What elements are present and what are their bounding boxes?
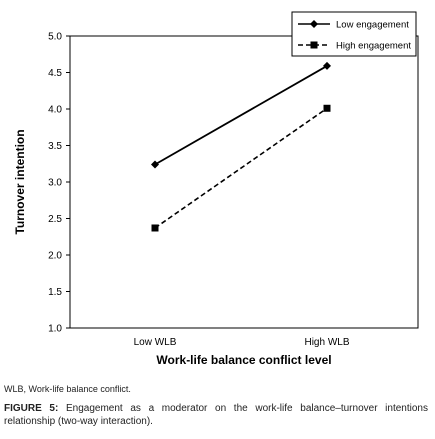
y-tick-label: 4.5: [48, 68, 62, 79]
chart-figure: 1.0 1.5 2.0 2.5 3.0 3.5 4.0 4.5 5.0 Low WLB High W…: [13, 11, 419, 367]
y-tick-label: 3.5: [48, 141, 62, 152]
x-tick-label: Low WLB: [134, 337, 177, 348]
y-tick-label: 1.5: [48, 287, 62, 298]
y-tick-label: 4.0: [48, 105, 62, 116]
series-line-2: [154, 107, 328, 229]
x-tick-label: High WLB: [304, 337, 349, 348]
legend-label: High engagement: [336, 41, 411, 52]
line-chart: 1.0 1.5 2.0 2.5 3.0 3.5 4.0 4.5 5.0 Low WLB High W…: [13, 11, 419, 367]
figure-caption: FIGURE 5: Engagement as a moderator on t…: [4, 402, 428, 428]
data-point-series-2: [151, 224, 159, 232]
legend-label: Low engagement: [336, 20, 409, 31]
y-axis-title: Turnover intention: [13, 129, 27, 234]
x-axis-title: Work-life balance conflict level: [156, 353, 331, 367]
plot-frame: [69, 35, 419, 329]
data-point-series-1: [323, 61, 331, 70]
series-line-1: [154, 65, 328, 166]
y-tick-label: 3.0: [48, 178, 62, 189]
legend-marker: [310, 20, 318, 28]
data-point-series-2: [323, 104, 331, 112]
legend-box: [291, 11, 417, 57]
y-tick-label: 1.0: [48, 324, 62, 335]
y-tick-label: 5.0: [48, 32, 62, 43]
caption-text: Engagement as a moderator on the work-li…: [4, 403, 428, 427]
caption-label: FIGURE 5:: [4, 403, 59, 414]
y-tick-label: 2.0: [48, 251, 62, 262]
data-point-series-1: [151, 160, 159, 169]
y-tick-label: 2.5: [48, 214, 62, 225]
chart-footnote: WLB, Work-life balance conflict.: [4, 384, 131, 394]
legend-marker: [310, 41, 318, 49]
